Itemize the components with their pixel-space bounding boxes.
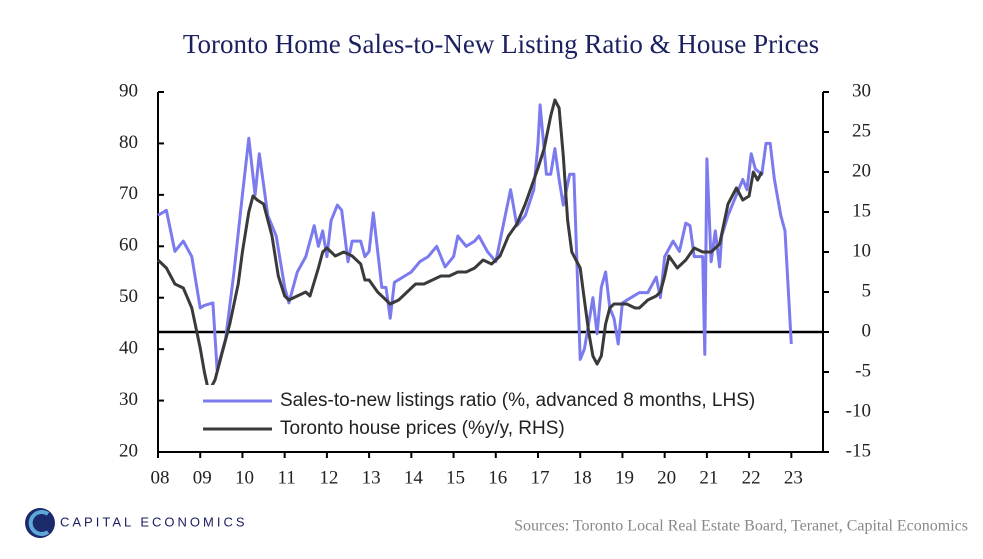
logo — [25, 508, 55, 538]
y-tick-label: 90 — [119, 80, 138, 101]
y-tick-label: 80 — [119, 132, 138, 153]
x-tick-label: 21 — [699, 467, 718, 488]
y2-tick-label: 25 — [852, 120, 871, 141]
x-tick-label: 19 — [615, 467, 634, 488]
x-tick-label: 14 — [404, 467, 424, 488]
y2-tick-label: 10 — [852, 240, 871, 261]
x-tick-label: 23 — [784, 467, 803, 488]
x-tick-label: 10 — [235, 467, 254, 488]
y2-tick-label: -5 — [855, 360, 871, 381]
y-tick-label: 70 — [119, 183, 138, 204]
series-line — [157, 103, 793, 372]
legend-label: Toronto house prices (%y/y, RHS) — [280, 418, 565, 439]
x-tick-label: 11 — [278, 467, 296, 488]
legend-box — [200, 385, 812, 443]
y-tick-label: 50 — [119, 286, 138, 307]
logo-arc — [28, 510, 50, 536]
x-tick-label: 09 — [193, 467, 212, 488]
y2-tick-label: 30 — [852, 80, 871, 101]
source: Sources: Toronto Local Real Estate Board… — [514, 518, 968, 535]
chart-title: Toronto Home Sales-to-New Listing Ratio … — [183, 29, 819, 59]
x-tick-label: 22 — [742, 467, 761, 488]
legend-label: Sales-to-new listings ratio (%, advanced… — [280, 390, 755, 411]
y2-tick-label: 5 — [862, 280, 872, 301]
y2-tick-label: 20 — [852, 160, 871, 181]
y2-tick-label: -10 — [846, 400, 871, 421]
series-line — [156, 98, 764, 394]
brand: CAPITAL ECONOMICS — [60, 514, 248, 529]
y2-tick-label: 15 — [852, 200, 871, 221]
y-tick-label: 60 — [119, 235, 138, 256]
x-tick-label: 13 — [362, 467, 381, 488]
x-tick-label: 15 — [446, 467, 465, 488]
x-tick-label: 16 — [488, 467, 507, 488]
y-tick-label: 40 — [119, 338, 138, 359]
x-tick-label: 08 — [151, 467, 170, 488]
y-tick-label: 30 — [119, 389, 138, 410]
x-tick-label: 17 — [531, 467, 550, 488]
y2-tick-label: -15 — [846, 440, 871, 461]
x-tick-label: 20 — [657, 467, 676, 488]
x-tick-label: 12 — [319, 467, 338, 488]
x-tick-label: 18 — [573, 467, 592, 488]
y-tick-label: 20 — [119, 440, 138, 461]
y2-tick-label: 0 — [862, 320, 872, 341]
